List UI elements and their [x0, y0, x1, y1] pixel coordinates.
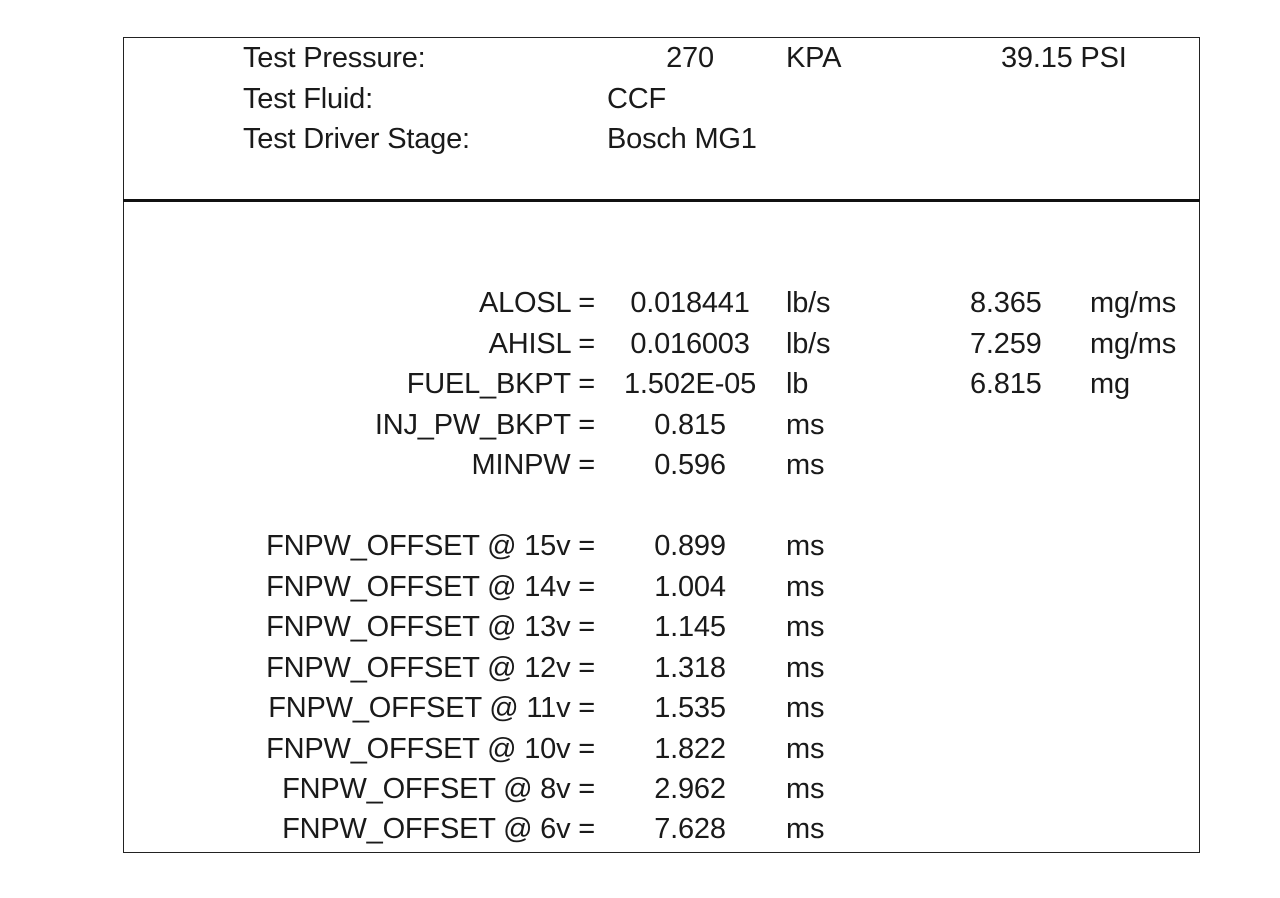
param-unit: lb/s	[786, 287, 831, 319]
param-alt-value: 7.259	[970, 328, 1042, 360]
param-unit: ms	[786, 409, 825, 441]
offset-unit: ms	[786, 733, 825, 765]
offset-unit: ms	[786, 530, 825, 562]
test-pressure-value: 270	[666, 42, 714, 74]
offset-unit: ms	[786, 813, 825, 845]
offset-unit: ms	[786, 571, 825, 603]
test-driver-stage-label: Test Driver Stage:	[243, 123, 470, 155]
header-divider	[123, 199, 1200, 202]
param-alt-unit: mg/ms	[1090, 328, 1177, 360]
offset-value: 1.004	[654, 571, 726, 603]
param-label: FUEL_BKPT =	[406, 368, 595, 400]
param-label: MINPW =	[471, 449, 596, 481]
param-value: 0.815	[654, 409, 726, 441]
offset-label: FNPW_OFFSET @ 15v =	[266, 530, 595, 562]
offset-label: FNPW_OFFSET @ 10v =	[266, 733, 595, 765]
offset-label: FNPW_OFFSET @ 6v =	[282, 813, 595, 845]
offset-unit: ms	[786, 611, 825, 643]
offset-value: 7.628	[654, 813, 726, 845]
test-pressure-unit: KPA	[786, 42, 842, 74]
test-pressure-label: Test Pressure:	[243, 42, 426, 74]
param-label: ALOSL =	[478, 287, 595, 319]
param-value: 0.018441	[630, 287, 750, 319]
test-fluid-label: Test Fluid:	[243, 83, 373, 115]
offset-label: FNPW_OFFSET @ 12v =	[266, 652, 595, 684]
param-label: INJ_PW_BKPT =	[374, 409, 595, 441]
param-value: 0.596	[654, 449, 726, 481]
offset-value: 1.145	[654, 611, 726, 643]
offset-label: FNPW_OFFSET @ 14v =	[266, 571, 595, 603]
param-alt-unit: mg/ms	[1090, 287, 1177, 319]
offset-label: FNPW_OFFSET @ 11v =	[268, 692, 595, 724]
offset-value: 1.822	[654, 733, 726, 765]
param-value: 0.016003	[630, 328, 750, 360]
offset-value: 2.962	[654, 773, 726, 805]
param-unit: lb/s	[786, 328, 831, 360]
test-fluid-value: CCF	[607, 83, 667, 115]
offset-label: FNPW_OFFSET @ 13v =	[266, 611, 595, 643]
offset-value: 1.318	[654, 652, 726, 684]
param-alt-value: 8.365	[970, 287, 1042, 319]
param-unit: ms	[786, 449, 825, 481]
test-pressure-psi: 39.15 PSI	[1001, 42, 1127, 74]
param-unit: lb	[786, 368, 809, 400]
data-sheet-frame	[123, 37, 1200, 853]
offset-unit: ms	[786, 652, 825, 684]
param-alt-value: 6.815	[970, 368, 1042, 400]
offset-unit: ms	[786, 773, 825, 805]
offset-unit: ms	[786, 692, 825, 724]
offset-value: 0.899	[654, 530, 726, 562]
offset-label: FNPW_OFFSET @ 8v =	[282, 773, 595, 805]
param-alt-unit: mg	[1090, 368, 1130, 400]
param-value: 1.502E-05	[623, 368, 757, 400]
offset-value: 1.535	[654, 692, 726, 724]
test-driver-stage-value: Bosch MG1	[607, 123, 757, 155]
param-label: AHISL =	[488, 328, 596, 360]
